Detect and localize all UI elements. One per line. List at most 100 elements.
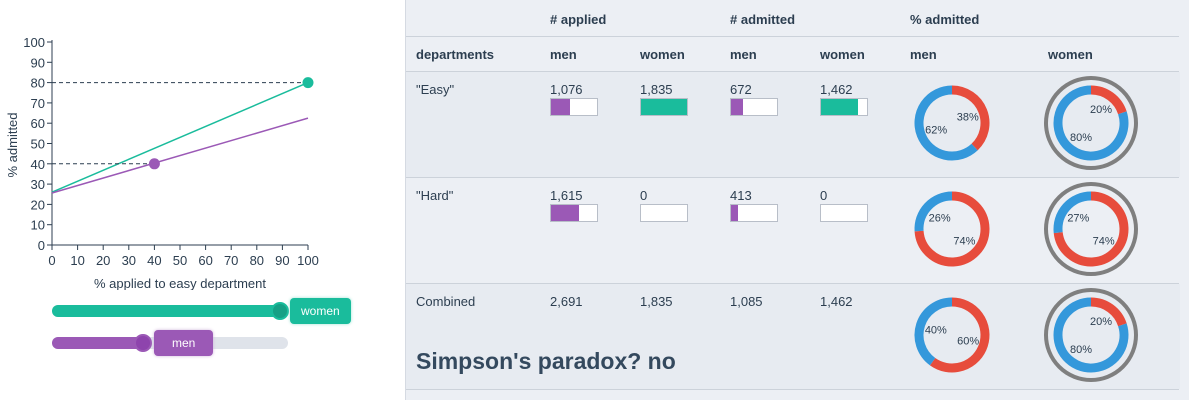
header-divider	[406, 36, 1179, 37]
donut-combined-women: 20% 80%	[1044, 288, 1138, 382]
rejected-pct-label: 62%	[925, 124, 947, 136]
rejected-arc	[1053, 297, 1129, 373]
admitted-pct-label: 74%	[1093, 235, 1115, 247]
donut-hard-men: 74%26%	[914, 191, 990, 267]
women-ring	[1044, 76, 1138, 170]
row-easy-admitted-women-bar	[820, 98, 868, 116]
admitted-arc	[1053, 191, 1129, 267]
x-tick-label: 90	[275, 253, 289, 268]
row-combined-admitted-men: 1,085	[730, 294, 763, 309]
donut-combined-men: 60% 40%	[914, 297, 990, 373]
row-hard-admitted-men: 413	[730, 188, 752, 203]
row-hard-applied-men-bar	[550, 204, 598, 222]
row-easy-applied-women: 1,835	[640, 82, 673, 97]
bar-fill	[731, 205, 738, 221]
left-panel: 0 10 20 30 40 50 60 70 80 90 100 0 10 20 30 40 50 60 70 80 9…	[0, 0, 405, 400]
row-easy-applied-men: 1,076	[550, 82, 583, 97]
women-ring	[1044, 182, 1138, 276]
row-easy-admitted-women: 1,462	[820, 82, 853, 97]
men-slider[interactable]: men	[52, 330, 288, 356]
x-axis-label: % applied to easy department	[94, 276, 266, 290]
row-easy-applied-men-bar	[550, 98, 598, 116]
row-divider	[406, 389, 1179, 390]
group-header-admitted: # admitted	[730, 12, 796, 27]
rejected-arc	[1053, 85, 1129, 161]
col-header-applied-women: women	[640, 47, 685, 62]
rejected-arc	[1053, 191, 1092, 234]
women-ring	[1044, 288, 1138, 382]
women-slider-label: women	[290, 298, 351, 324]
men-point[interactable]	[148, 158, 160, 170]
y-tick-label: 10	[31, 218, 45, 233]
donut-hard-women: 74% 27%	[1044, 182, 1138, 276]
men-slider-knob[interactable]	[134, 334, 152, 352]
rejected-pct-label: 80%	[1070, 132, 1092, 144]
row-easy-admitted-men: 672	[730, 82, 752, 97]
y-tick-label: 30	[31, 177, 45, 192]
x-tick-label: 80	[250, 253, 264, 268]
admitted-arc	[951, 85, 990, 151]
row-easy-applied-women-bar	[640, 98, 688, 116]
col-header-applied-men: men	[550, 47, 577, 62]
admitted-pct-label: 60%	[957, 335, 979, 347]
x-tick-label: 70	[224, 253, 238, 268]
row-hard-admitted-women-bar	[820, 204, 868, 222]
rejected-pct-label: 27%	[1067, 213, 1089, 225]
line-chart: 0 10 20 30 40 50 60 70 80 90 100 0 10 20 30 40 50 60 70 80 9…	[5, 35, 319, 290]
women-line	[51, 81, 309, 193]
col-header-admitted-men: men	[730, 47, 757, 62]
men-slider-fill	[52, 337, 147, 349]
men-slider-label: men	[154, 330, 214, 356]
admitted-pct-label: 20%	[1090, 316, 1112, 328]
donut-easy-women: 20% 80%	[1044, 76, 1138, 170]
rejected-arc	[914, 191, 953, 232]
admitted-pct-label: 38%	[957, 112, 979, 124]
row-easy-admitted-men-bar	[730, 98, 778, 116]
x-tick-label: 40	[147, 253, 161, 268]
admitted-arc	[929, 297, 990, 373]
y-tick-label: 90	[31, 55, 45, 70]
group-header-applied: # applied	[550, 12, 607, 27]
row-hard-applied-men: 1,615	[550, 188, 583, 203]
row-hard-dept: "Hard"	[416, 188, 454, 203]
y-tick-label: 70	[31, 96, 45, 111]
row-easy-dept: "Easy"	[416, 82, 455, 97]
women-slider[interactable]: women	[52, 298, 351, 324]
column-header-divider	[406, 71, 1179, 72]
women-slider-knob[interactable]	[271, 302, 289, 320]
y-axis-label: % admitted	[5, 112, 20, 177]
x-tick-label: 10	[70, 253, 84, 268]
bar-fill	[641, 99, 687, 115]
row-combined-applied-women: 1,835	[640, 294, 673, 309]
row-hard-applied-women: 0	[640, 188, 648, 203]
men-line	[51, 117, 309, 194]
y-tick-label: 0	[38, 238, 45, 253]
col-header-pct-women: women	[1048, 47, 1093, 62]
row-combined-dept: Combined	[416, 294, 476, 309]
x-tick-label: 20	[96, 253, 110, 268]
col-header-departments: departments	[416, 47, 495, 62]
bar-fill	[731, 99, 743, 115]
y-tick-label: 40	[31, 157, 45, 172]
row-divider	[406, 177, 1179, 178]
group-header-pct: % admitted	[910, 12, 980, 27]
admitted-arc	[1090, 85, 1127, 115]
women-slider-fill	[52, 305, 288, 317]
row-band-easy	[406, 72, 1180, 177]
women-point[interactable]	[302, 77, 314, 89]
admitted-arc	[914, 191, 990, 267]
x-tick-label: 0	[48, 253, 55, 268]
y-tick-label: 20	[31, 197, 45, 212]
y-tick-label: 60	[31, 116, 45, 131]
col-header-pct-men: men	[910, 47, 937, 62]
row-combined-applied-men: 2,691	[550, 294, 583, 309]
y-tick-label: 80	[31, 76, 45, 91]
row-divider	[406, 283, 1179, 284]
x-tick-label: 30	[122, 253, 136, 268]
x-tick-label: 60	[198, 253, 212, 268]
row-band-combined	[406, 284, 1180, 389]
bar-fill	[551, 205, 579, 221]
paradox-result: Simpson's paradox? no	[416, 348, 676, 374]
rejected-pct-label: 80%	[1070, 344, 1092, 356]
admitted-arc	[1090, 297, 1127, 327]
